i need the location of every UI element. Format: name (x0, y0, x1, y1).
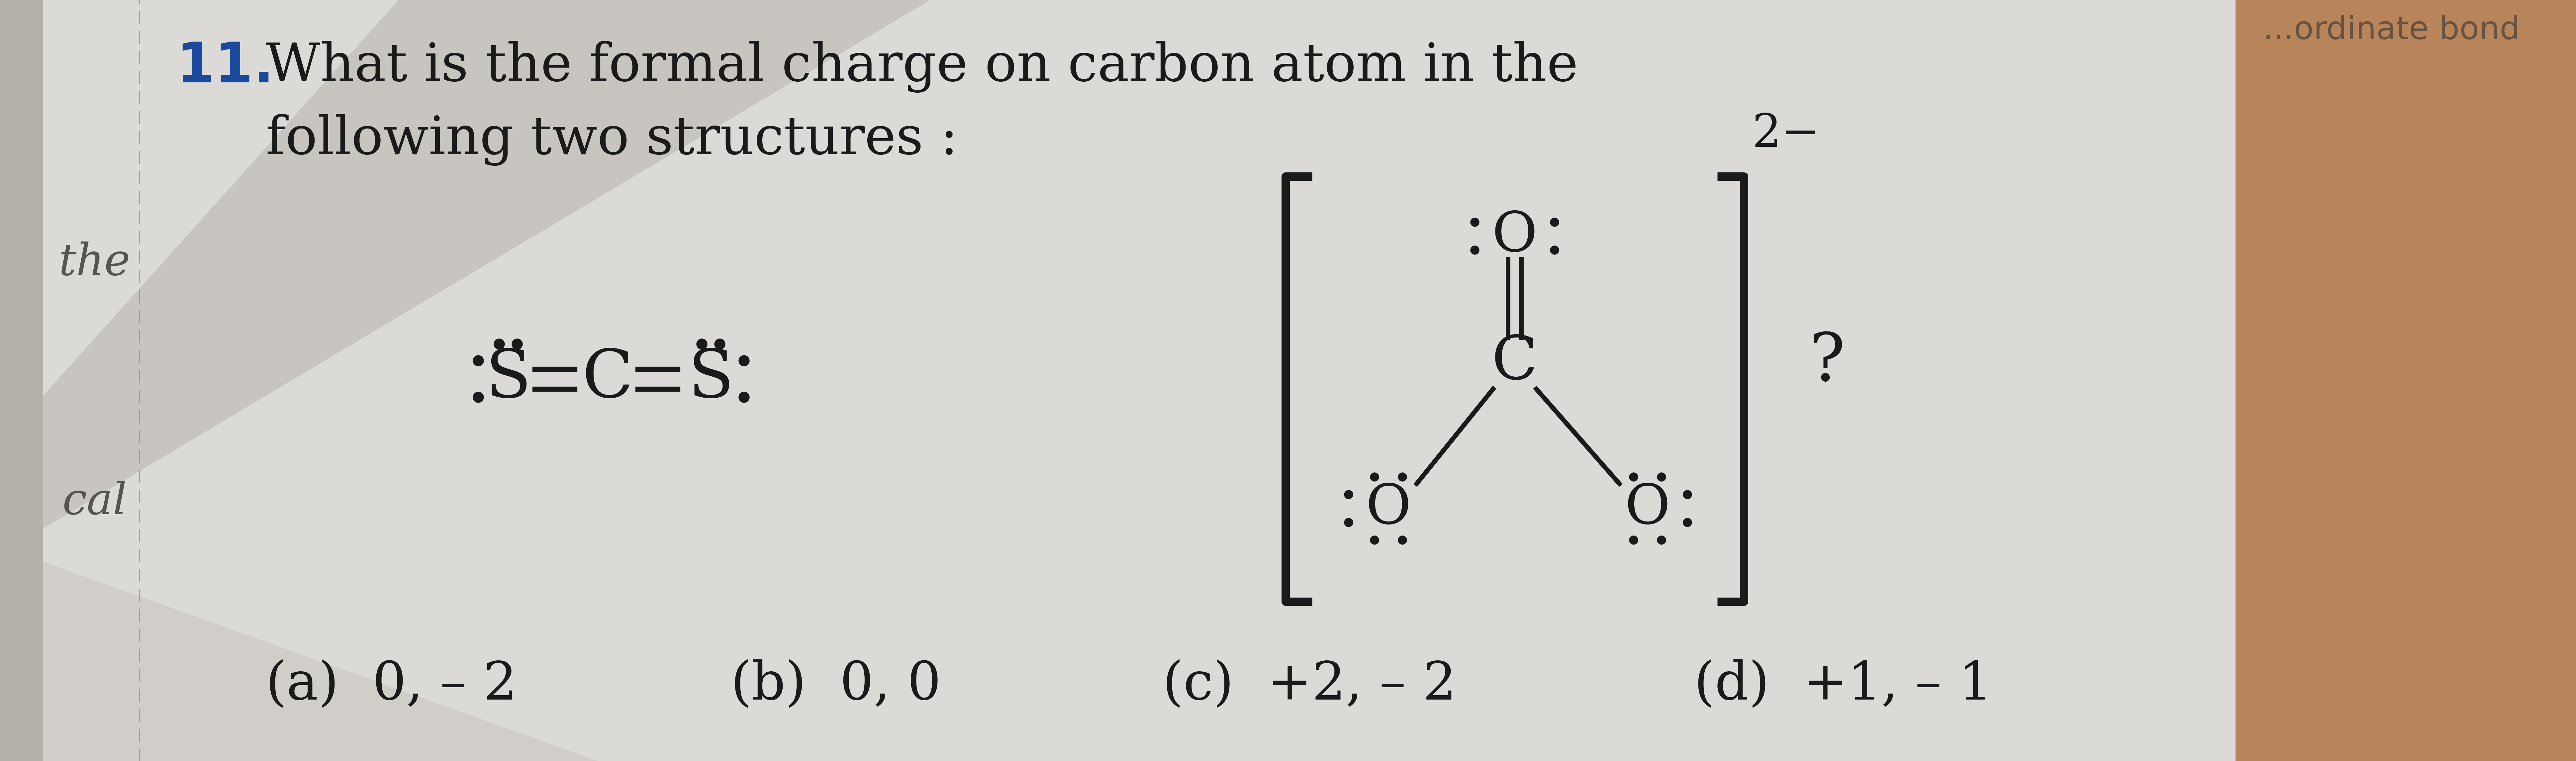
Circle shape (1656, 536, 1667, 544)
Text: ...ordinate bond: ...ordinate bond (2264, 14, 2519, 46)
Text: the: the (59, 241, 131, 284)
Text: cal: cal (62, 480, 126, 524)
Circle shape (1551, 246, 1558, 254)
Circle shape (513, 339, 523, 349)
Text: (d)  +1, – 1: (d) +1, – 1 (1695, 659, 1991, 710)
Circle shape (1551, 218, 1558, 227)
Circle shape (1656, 473, 1667, 481)
Circle shape (1628, 473, 1638, 481)
Circle shape (714, 339, 724, 349)
Text: O: O (1492, 209, 1538, 263)
Polygon shape (44, 0, 930, 528)
Circle shape (1370, 536, 1378, 544)
Bar (44, 0, 2236, 761)
Circle shape (1471, 246, 1479, 254)
Text: following two structures :: following two structures : (265, 114, 958, 166)
Text: ?: ? (1808, 330, 1844, 395)
Text: (b)  0, 0: (b) 0, 0 (732, 659, 940, 710)
Text: S: S (484, 347, 531, 411)
Circle shape (1345, 490, 1352, 499)
Circle shape (696, 339, 708, 349)
Circle shape (1471, 218, 1479, 227)
Text: O: O (1365, 482, 1412, 535)
Circle shape (1345, 518, 1352, 527)
Text: O: O (1625, 482, 1669, 535)
Text: What is the formal charge on carbon atom in the: What is the formal charge on carbon atom… (265, 41, 1579, 93)
Circle shape (739, 392, 750, 403)
Circle shape (1399, 536, 1406, 544)
Circle shape (474, 392, 484, 403)
Bar (0, 0, 44, 761)
Text: (c)  +2, – 2: (c) +2, – 2 (1162, 659, 1455, 710)
Text: (a)  0, – 2: (a) 0, – 2 (265, 659, 518, 710)
Text: C: C (582, 347, 634, 411)
Circle shape (495, 339, 505, 349)
Circle shape (1370, 473, 1378, 481)
Circle shape (739, 355, 750, 366)
Circle shape (1682, 490, 1692, 499)
Polygon shape (44, 562, 598, 761)
Circle shape (1628, 536, 1638, 544)
Text: 11.: 11. (175, 40, 273, 94)
Bar (2236, 0, 2576, 761)
Text: S: S (688, 347, 734, 411)
Circle shape (474, 355, 484, 366)
Circle shape (1682, 518, 1692, 527)
Text: C: C (1492, 333, 1538, 392)
Text: 2−: 2− (1752, 112, 1821, 157)
Circle shape (1399, 473, 1406, 481)
